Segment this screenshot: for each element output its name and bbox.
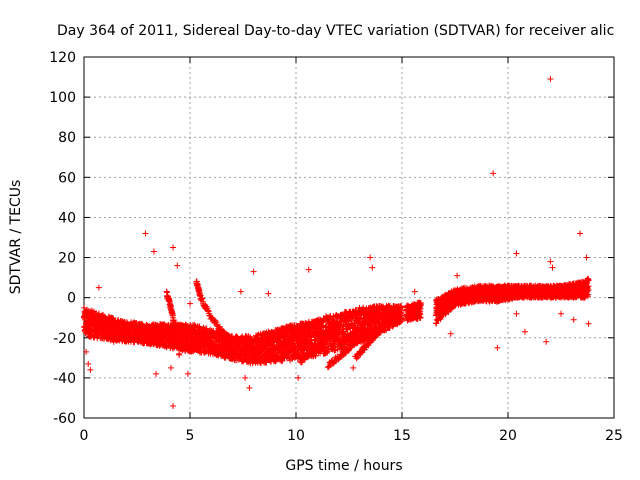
y-tick-label: -40 [53, 371, 76, 387]
y-tick-label: 40 [58, 210, 76, 226]
x-tick-label: 15 [393, 428, 411, 444]
y-tick-label: -60 [53, 411, 76, 427]
x-tick-label: 10 [287, 428, 305, 444]
y-tick-label: -20 [53, 331, 76, 347]
x-tick-label: 25 [605, 428, 623, 444]
x-tick-label: 0 [80, 428, 89, 444]
x-tick-label: 5 [186, 428, 195, 444]
chart-title: Day 364 of 2011, Sidereal Day-to-day VTE… [57, 23, 614, 39]
y-tick-labels: -60 -40 -20 0 20 40 60 80 100 120 [49, 50, 76, 427]
y-tick-label: 20 [58, 251, 76, 267]
y-tick-label: 0 [67, 291, 76, 307]
data-points [81, 76, 592, 409]
axis-ticks [83, 56, 615, 419]
y-tick-label: 80 [58, 130, 76, 146]
y-tick-label: 120 [49, 50, 76, 66]
x-tick-labels: 0 5 10 15 20 25 [80, 428, 623, 444]
y-tick-label: 100 [49, 90, 76, 106]
x-tick-label: 20 [499, 428, 517, 444]
grid-lines [84, 57, 614, 418]
plot-frame [83, 56, 615, 419]
y-tick-label: 60 [58, 170, 76, 186]
